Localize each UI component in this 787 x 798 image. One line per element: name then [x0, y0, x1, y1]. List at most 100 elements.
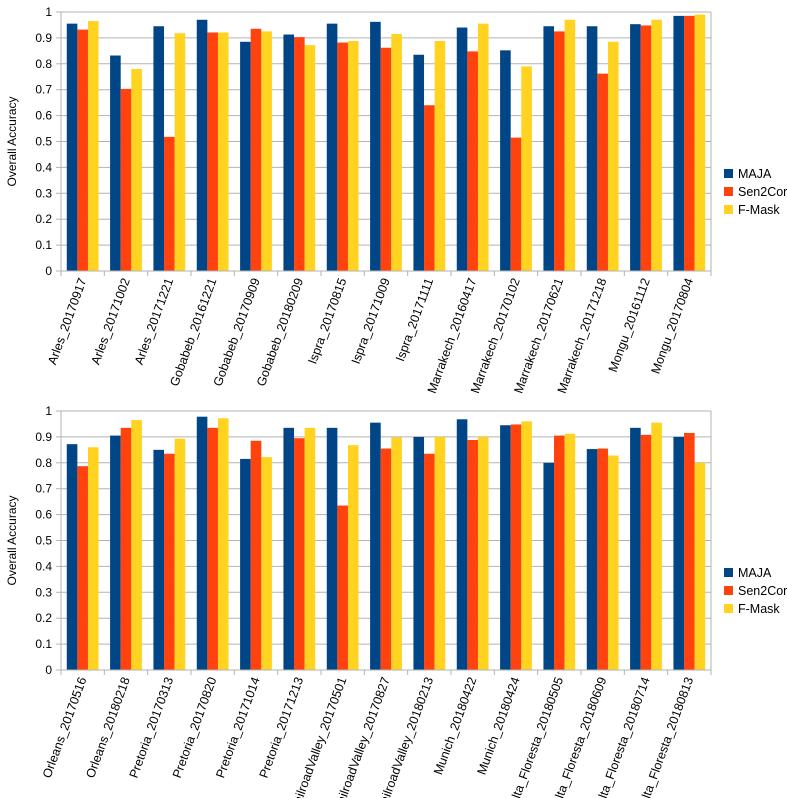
- y-tick-label: 0: [45, 663, 52, 677]
- legend-label-sen2cor: Sen2Cor: [738, 584, 787, 598]
- bar-f-mask: [521, 421, 532, 670]
- bar-sen2cor: [77, 466, 88, 670]
- bar-maja: [66, 23, 78, 272]
- bar-sen2cor: [337, 505, 348, 670]
- bar-sen2cor: [424, 453, 435, 670]
- bar-f-mask: [477, 23, 489, 272]
- y-tick-label: 0.2: [35, 611, 52, 625]
- x-tick-label: Arles_20171002: [89, 276, 133, 366]
- x-tick-label: Gobabeb_20161221: [167, 276, 219, 388]
- bar-maja: [283, 34, 295, 271]
- legend-swatch-f-mask: [724, 604, 733, 613]
- bar-f-mask: [651, 422, 662, 670]
- y-tick-label: 1: [45, 5, 52, 19]
- bar-maja: [196, 19, 208, 271]
- y-axis-title: Overall Accuracy: [5, 96, 19, 186]
- bar-maja: [66, 444, 78, 670]
- bar-maja: [110, 55, 121, 272]
- legend-swatch-sen2cor: [724, 586, 733, 595]
- x-tick-label: Orleans_20180218: [83, 675, 133, 780]
- x-tick-label: Marrakech_20171218: [555, 276, 610, 395]
- x-tick-label: Pretoria_20170820: [170, 675, 220, 780]
- bar-maja: [456, 27, 468, 271]
- bar-f-mask: [607, 41, 619, 271]
- bar-sen2cor: [467, 440, 478, 670]
- x-tick-label: Ispra_20171111: [393, 276, 436, 363]
- bar-sen2cor: [164, 453, 175, 670]
- bar-f-mask: [87, 21, 99, 271]
- bar-f-mask: [131, 420, 142, 670]
- bar-sen2cor: [120, 427, 132, 670]
- bar-maja: [153, 26, 165, 272]
- bar-maja: [240, 458, 251, 670]
- bar-maja: [326, 23, 338, 272]
- x-tick-label: Ispra_20171009: [349, 276, 393, 366]
- y-tick-label: 0.4: [35, 160, 52, 174]
- y-tick-label: 0.1: [35, 637, 52, 651]
- bar-sen2cor: [640, 25, 652, 271]
- bar-sen2cor: [337, 42, 348, 272]
- bar-sen2cor: [554, 435, 565, 670]
- bar-f-mask: [564, 433, 576, 670]
- y-tick-label: 0.5: [35, 534, 52, 548]
- bar-sen2cor: [380, 448, 392, 670]
- legend-label-maja: MAJA: [738, 167, 772, 181]
- bar-maja: [456, 419, 468, 670]
- bar-maja: [673, 436, 685, 670]
- bar-f-mask: [347, 41, 359, 272]
- bar-maja: [283, 427, 295, 670]
- bar-sen2cor: [77, 29, 88, 271]
- bar-chart-top: 0 0.1 0.2 0.3 0.4 0.5 0.6 0.7 0.8 0.9 1 Overall Acc…: [5, 5, 787, 395]
- bar-f-mask: [477, 436, 489, 670]
- y-tick-label: 0.6: [35, 109, 52, 123]
- bar-sen2cor: [424, 105, 435, 272]
- bar-sen2cor: [250, 440, 262, 670]
- legend-label-maja: MAJA: [738, 566, 772, 580]
- bar-maja: [413, 54, 425, 271]
- bar-sen2cor: [684, 15, 695, 272]
- bar-f-mask: [694, 14, 706, 272]
- bar-sen2cor: [250, 28, 262, 272]
- y-tick-label: 0.7: [35, 482, 52, 496]
- bar-sen2cor: [684, 433, 695, 670]
- legend-label-f-mask: F-Mask: [738, 602, 780, 616]
- bar-f-mask: [607, 455, 619, 670]
- bar-maja: [630, 24, 641, 271]
- bar-sen2cor: [597, 73, 608, 271]
- bar-f-mask: [434, 41, 446, 272]
- bar-f-mask: [261, 31, 272, 271]
- bar-sen2cor: [554, 31, 565, 271]
- y-tick-label: 0.2: [35, 212, 52, 226]
- bar-f-mask: [87, 447, 99, 670]
- y-tick-label: 0.8: [35, 456, 52, 470]
- y-tick-label: 0.6: [35, 508, 52, 522]
- bar-maja: [630, 427, 641, 670]
- y-tick-label: 0.4: [35, 559, 52, 573]
- y-tick-label: 1: [45, 404, 52, 418]
- y-tick-label: 0.3: [35, 186, 52, 200]
- bar-maja: [240, 41, 251, 271]
- bar-maja: [586, 449, 598, 670]
- bar-sen2cor: [164, 136, 175, 271]
- y-tick-label: 0.9: [35, 430, 52, 444]
- x-tick-label: Arles_20171221: [132, 276, 176, 366]
- bar-f-mask: [174, 33, 186, 271]
- x-tick-label: Mongu_20170804: [649, 276, 697, 376]
- y-tick-label: 0.1: [35, 238, 52, 252]
- bar-maja: [326, 427, 338, 670]
- bar-f-mask: [694, 462, 706, 670]
- x-tick-label: Arles_20170917: [45, 276, 89, 366]
- bar-chart-bottom: 0 0.1 0.2 0.3 0.4 0.5 0.6 0.7 0.8 0.9 1 Overall Acc…: [5, 404, 787, 798]
- y-tick-label: 0.8: [35, 57, 52, 71]
- bar-f-mask: [304, 45, 316, 271]
- bar-maja: [673, 15, 685, 272]
- x-tick-label: Ispra_20170815: [305, 276, 349, 366]
- bar-sen2cor: [207, 427, 218, 670]
- bar-f-mask: [521, 66, 532, 271]
- bar-sen2cor: [294, 37, 305, 271]
- x-tick-label: Marrakech_20170102: [468, 276, 523, 395]
- bar-f-mask: [174, 438, 186, 670]
- bar-sen2cor: [467, 51, 478, 272]
- bar-f-mask: [131, 68, 142, 271]
